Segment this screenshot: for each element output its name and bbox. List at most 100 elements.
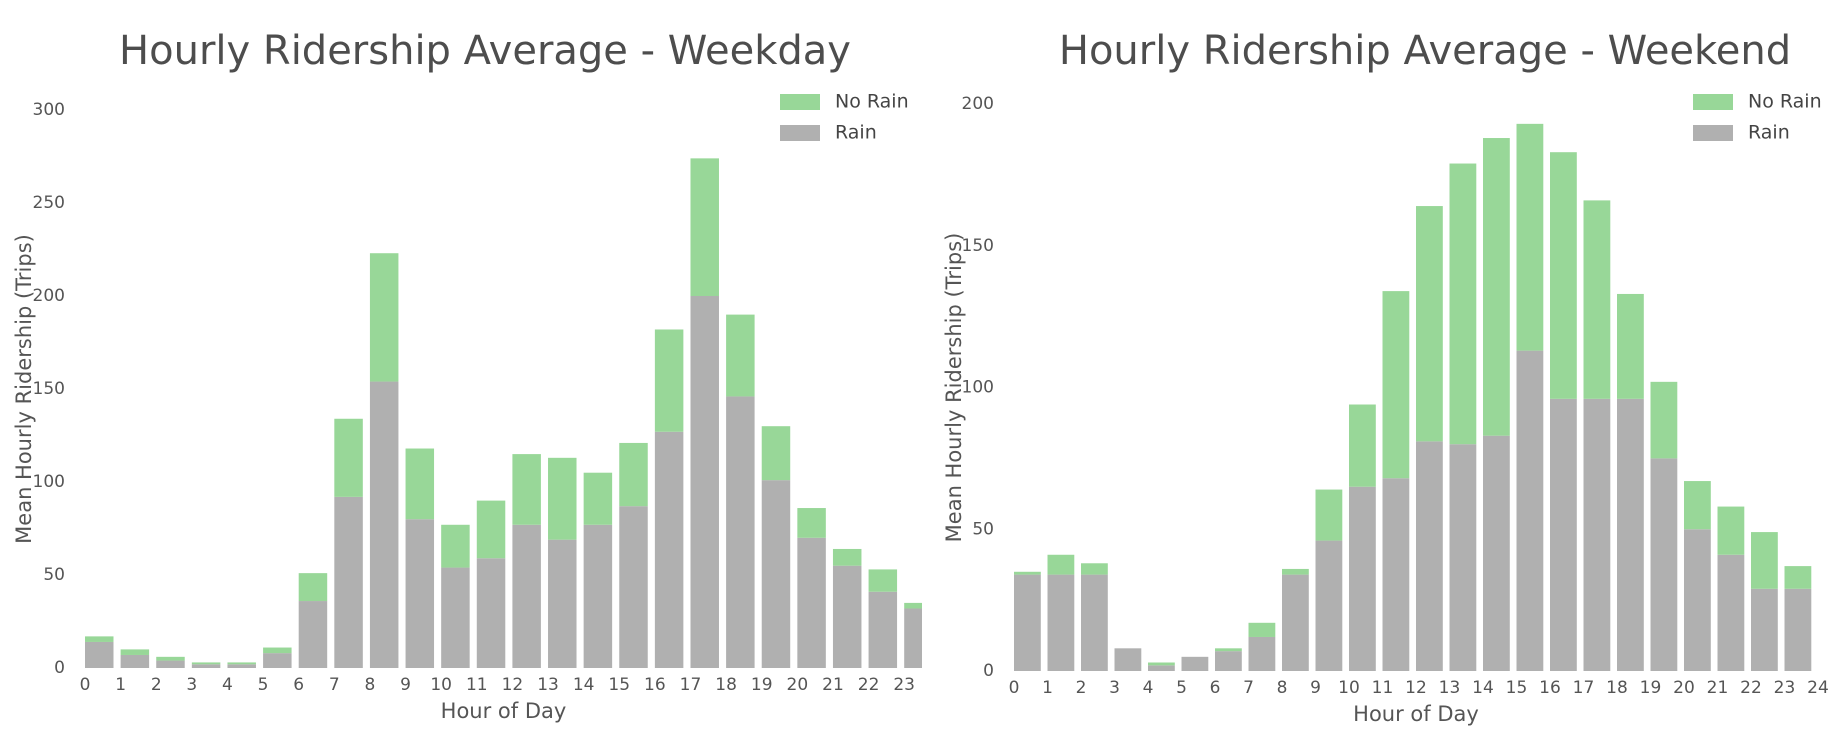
bar-segment [1349,404,1376,487]
y-tick-label: 100 [962,378,994,398]
y-tick-label: 200 [962,94,994,114]
x-tick-label: 3 [1109,678,1120,698]
bar-segment [1516,123,1544,351]
bar-segment [85,641,114,668]
x-tick-label: 14 [1472,678,1494,698]
bar-segment [654,329,684,432]
bar-segment [726,396,755,668]
bar-segment [904,602,922,609]
bar-segment [1717,506,1745,555]
x-tick-label: 0 [80,675,91,695]
bar-segment [512,454,541,525]
x-tick-label: 6 [293,675,304,695]
legend-label: Rain [835,122,877,144]
bar-segment [334,418,363,497]
x-tick-label: 6 [1210,678,1221,698]
bar-segment [1181,656,1209,671]
bar-segment [227,662,256,665]
x-tick-label: 1 [1042,678,1053,698]
bar-segment [1550,398,1577,671]
bar-segment [1382,291,1410,479]
y-axis-label: Mean Hourly Ridership (Trips) [942,233,966,543]
bar-segment [761,426,791,481]
bar-segment [1248,622,1276,637]
bar-segment [726,314,755,397]
bar-segment [1282,568,1309,575]
y-axis-label: Mean Hourly Ridership (Trips) [12,234,36,544]
bar-segment [1684,529,1711,671]
y-tick-label: 0 [983,661,994,681]
x-tick-label: 2 [151,675,162,695]
bar-segment [263,653,292,668]
x-tick-label: 24 [1807,678,1829,698]
x-tick-label: 2 [1076,678,1087,698]
bar-segment [548,539,577,668]
x-tick-label: 15 [608,675,630,695]
x-tick-label: 23 [1774,678,1796,698]
legend-label: Rain [1748,122,1790,144]
y-tick-label: 150 [33,379,65,399]
bar-segment [1148,665,1175,671]
bar-segment [1684,481,1711,530]
bar-segment [1650,458,1678,671]
bar-segment [1617,293,1644,399]
bar-segment [263,647,292,654]
bar-segment [654,431,684,668]
y-tick-label: 150 [962,236,994,256]
x-tick-label: 18 [715,675,737,695]
y-tick-label: 250 [33,193,65,213]
x-tick-label: 5 [1176,678,1187,698]
bar-segment [85,636,114,642]
bar-segment [1349,486,1376,671]
bar-segment [1449,163,1477,445]
x-tick-label: 12 [1405,678,1427,698]
bar-segment [1449,444,1477,671]
bar-segment [1081,563,1108,575]
x-tick-label: 13 [1439,678,1461,698]
bar-segment [619,506,648,668]
plot-area [85,158,922,668]
chart-title: Hourly Ridership Average - Weekend [1059,28,1791,74]
bar-segment [191,662,221,665]
bar-segment [476,558,506,668]
x-tick-label: 0 [1009,678,1020,698]
bar-segment [405,448,435,520]
bar-segment [1215,651,1242,671]
x-tick-label: 7 [329,675,340,695]
x-tick-label: 22 [858,675,880,695]
y-tick-label: 100 [33,472,65,492]
x-tick-label: 9 [400,675,411,695]
x-tick-label: 1 [115,675,126,695]
x-tick-label: 19 [751,675,773,695]
bar-segment [156,656,185,661]
x-tick-label: 23 [893,675,915,695]
bar-segment [1081,574,1108,671]
bar-segment [868,591,898,668]
x-tick-label: 9 [1310,678,1321,698]
bar-segment [797,537,826,668]
legend-label: No Rain [835,91,909,113]
bar-segment [1248,636,1276,671]
bar-segment [583,472,613,525]
x-axis-label: Hour of Day [441,699,567,723]
legend-swatch [780,94,820,110]
bar-segment [832,548,862,566]
plot-area [1014,123,1812,671]
x-tick-label: 21 [1707,678,1729,698]
bar-segment [690,158,719,296]
x-tick-label: 7 [1243,678,1254,698]
x-tick-label: 5 [258,675,269,695]
x-tick-label: 4 [1143,678,1154,698]
bar-segment [191,664,221,668]
bar-segment [512,524,541,668]
bar-segment [761,480,791,668]
x-tick-label: 15 [1506,678,1528,698]
bar-segment [1014,571,1041,575]
bar-segment [797,508,826,538]
x-tick-label: 20 [787,675,809,695]
x-tick-label: 3 [186,675,197,695]
y-tick-label: 200 [33,286,65,306]
bar-segment [334,496,363,668]
bar-segment [868,569,898,592]
